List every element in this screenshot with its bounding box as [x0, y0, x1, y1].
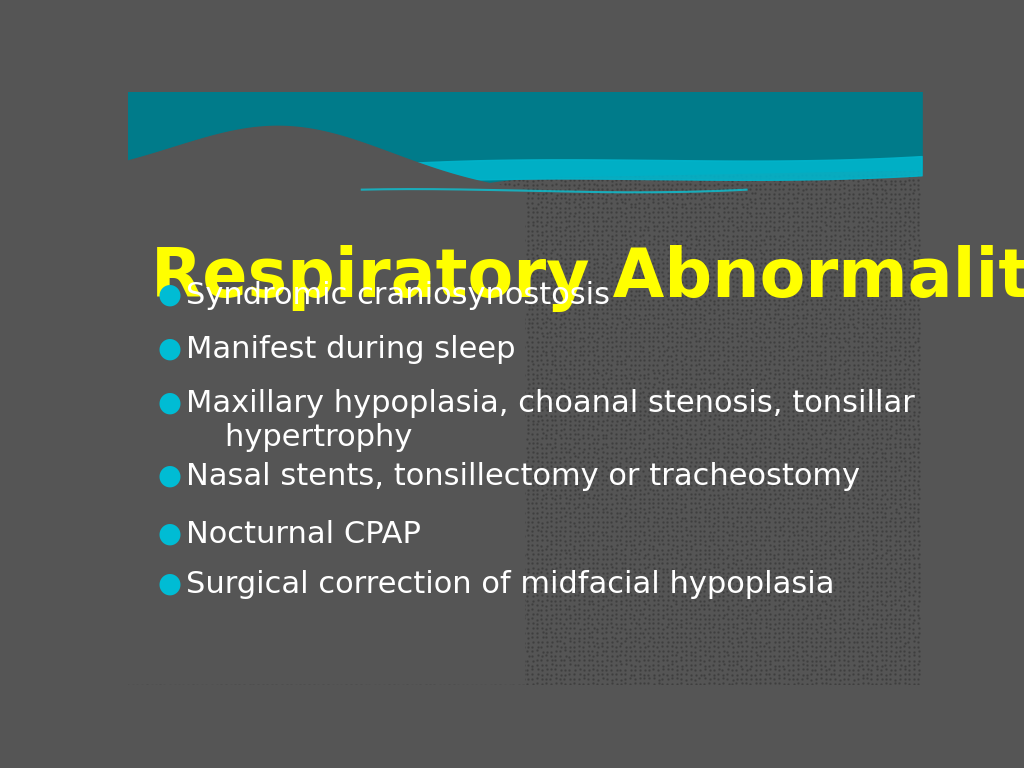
Text: Respiratory Abnormalities: Respiratory Abnormalities	[152, 245, 1024, 312]
Text: Syndromic craniosynostosis: Syndromic craniosynostosis	[186, 281, 610, 310]
Text: Maxillary hypoplasia, choanal stenosis, tonsillar
    hypertrophy: Maxillary hypoplasia, choanal stenosis, …	[186, 389, 915, 452]
Text: ●: ●	[158, 335, 181, 362]
Text: ●: ●	[158, 462, 181, 490]
Text: Nasal stents, tonsillectomy or tracheostomy: Nasal stents, tonsillectomy or tracheost…	[186, 462, 860, 491]
Text: ●: ●	[158, 519, 181, 548]
Text: Manifest during sleep: Manifest during sleep	[186, 335, 516, 364]
Text: Surgical correction of midfacial hypoplasia: Surgical correction of midfacial hypopla…	[186, 570, 835, 598]
Text: Nocturnal CPAP: Nocturnal CPAP	[186, 519, 421, 548]
Text: ●: ●	[158, 570, 181, 598]
Text: ●: ●	[158, 281, 181, 309]
Text: ●: ●	[158, 389, 181, 416]
